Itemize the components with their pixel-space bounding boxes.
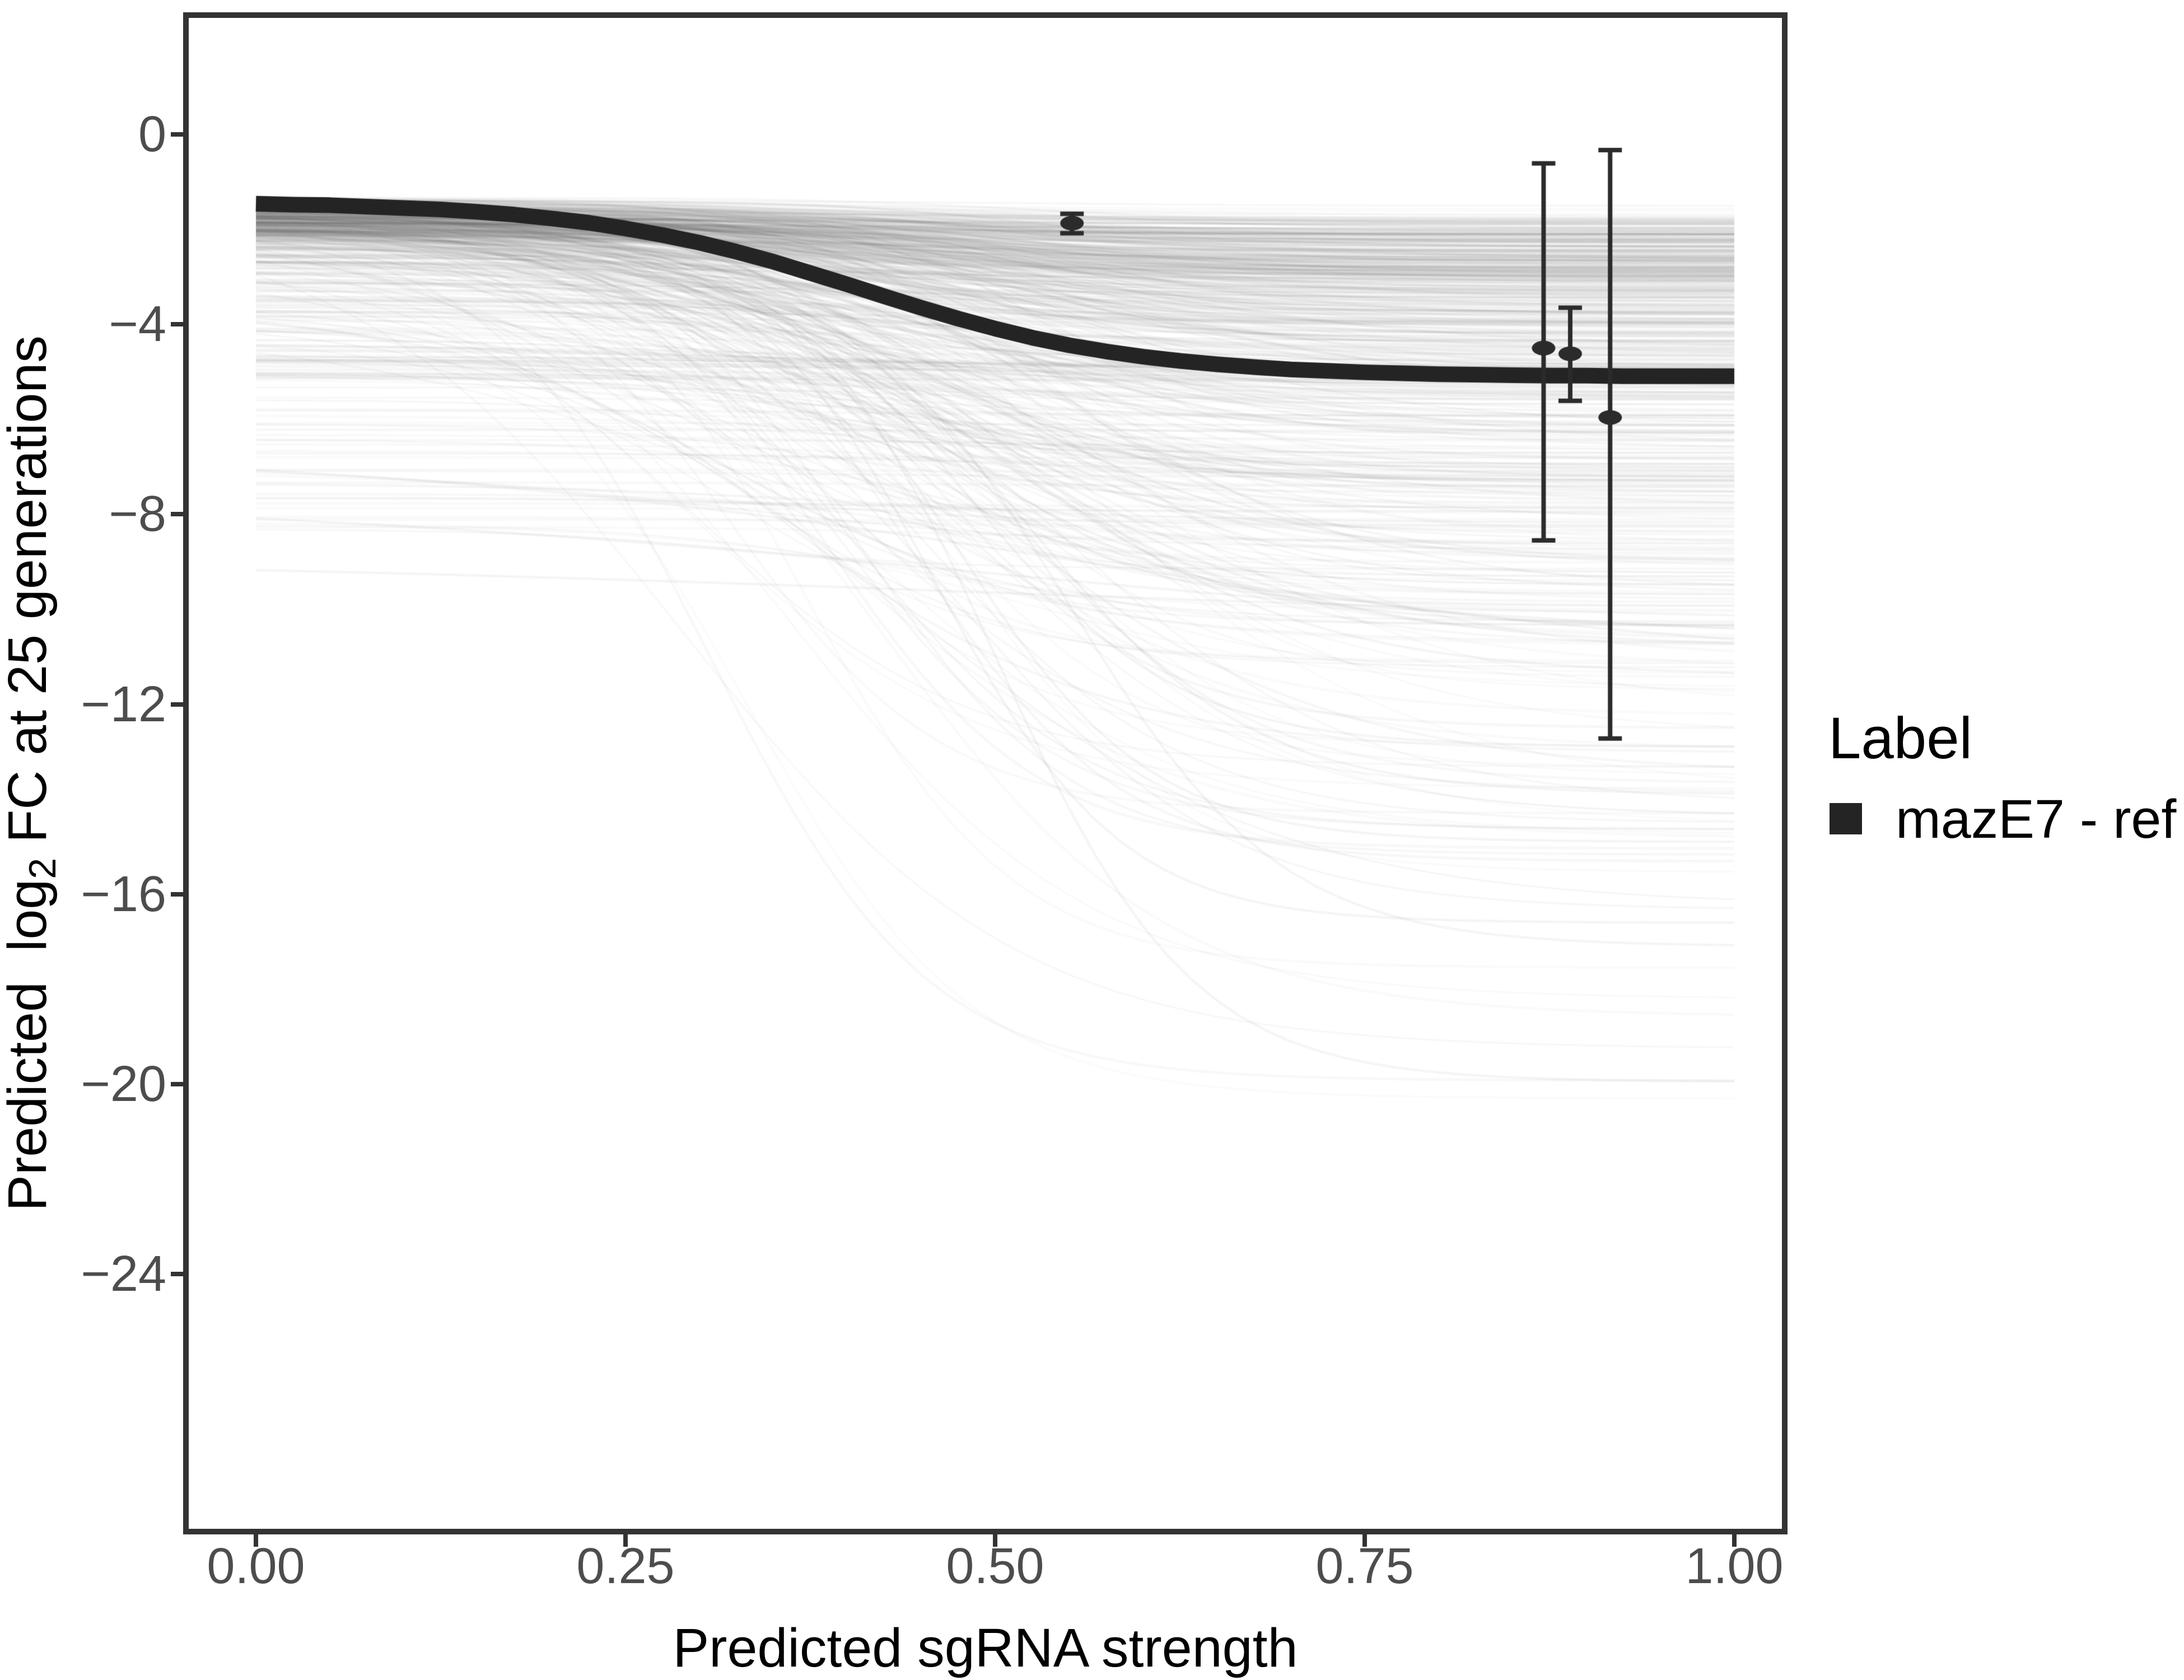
x-axis-tick-label: 1.00 [1685, 1538, 1784, 1594]
y-axis-tick-label: −24 [81, 1246, 166, 1303]
x-axis-tick-mark [1362, 1534, 1367, 1547]
y-axis-tick-mark [171, 1272, 183, 1277]
legend-title: Label [1828, 706, 1972, 771]
x-axis-tick-mark [623, 1534, 628, 1547]
x-axis-tick-label: 0.75 [1315, 1538, 1414, 1594]
y-axis-title-prefix: Predicted log [0, 879, 58, 1211]
y-axis-tick-label: −8 [109, 486, 166, 543]
x-axis-tick-label: 0.25 [576, 1538, 675, 1594]
log2-subscript: 2 [21, 857, 64, 879]
y-axis-tick-mark [171, 132, 183, 137]
y-axis-tick-mark [171, 892, 183, 897]
x-axis-tick-label: 0.50 [946, 1538, 1044, 1594]
y-axis-tick-label: −20 [81, 1056, 166, 1112]
plot-panel-border [183, 12, 1788, 1534]
y-axis-tick-label: 0 [138, 106, 166, 163]
legend-key-swatch [1830, 803, 1862, 834]
x-axis-tick-mark [993, 1534, 997, 1547]
x-axis-tick-mark [1732, 1534, 1737, 1547]
y-axis-tick-mark [171, 322, 183, 327]
y-axis-tick-mark [171, 1082, 183, 1086]
legend-entry-label: mazE7 - ref [1896, 788, 2177, 850]
x-axis-tick-label: 0.00 [207, 1538, 305, 1594]
y-axis-tick-label: −16 [81, 866, 166, 922]
x-axis-title: Predicted sgRNA strength [673, 1617, 1298, 1678]
y-axis-title-suffix: FC at 25 generations [0, 335, 58, 858]
y-axis-tick-label: −12 [81, 676, 166, 732]
y-axis-tick-mark [171, 702, 183, 707]
x-axis-tick-mark [254, 1534, 258, 1547]
y-axis-tick-mark [171, 512, 183, 517]
y-axis-tick-label: −4 [109, 296, 166, 353]
y-axis-title: Predicted log2 FC at 25 generations [0, 335, 74, 1211]
